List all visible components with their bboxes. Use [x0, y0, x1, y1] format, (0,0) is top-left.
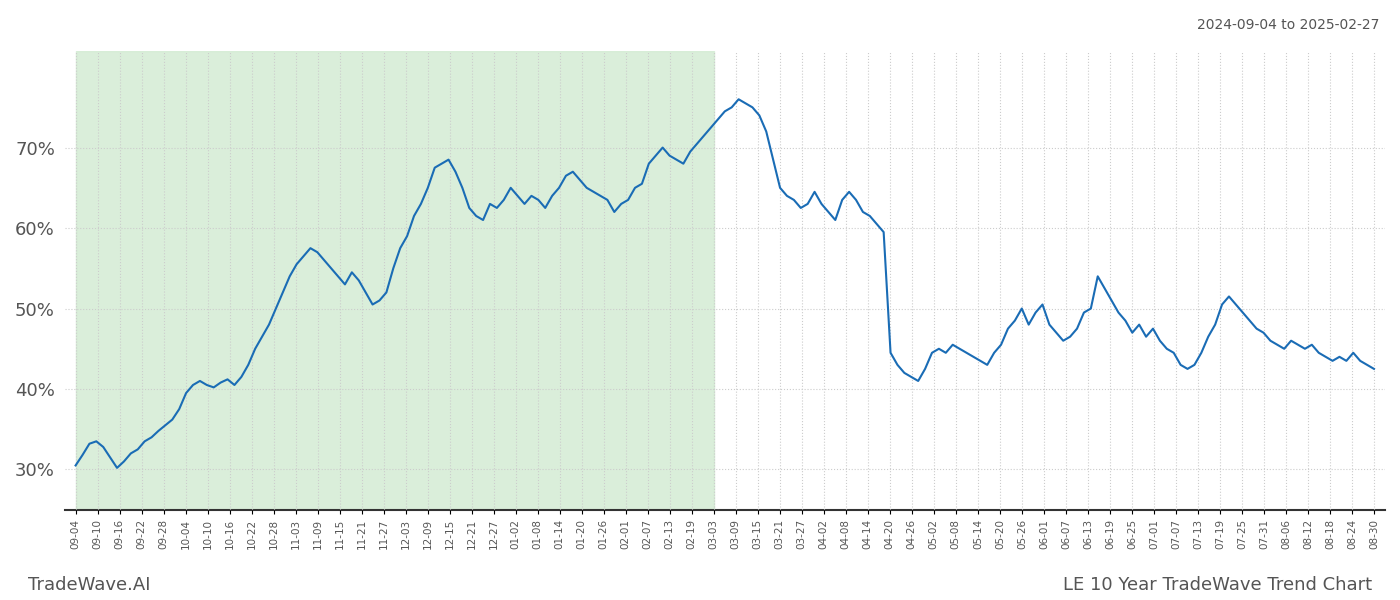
Text: 2024-09-04 to 2025-02-27: 2024-09-04 to 2025-02-27 [1197, 18, 1379, 32]
Bar [76, 51, 714, 510]
Text: TradeWave.AI: TradeWave.AI [28, 576, 151, 594]
Text: LE 10 Year TradeWave Trend Chart: LE 10 Year TradeWave Trend Chart [1063, 576, 1372, 594]
